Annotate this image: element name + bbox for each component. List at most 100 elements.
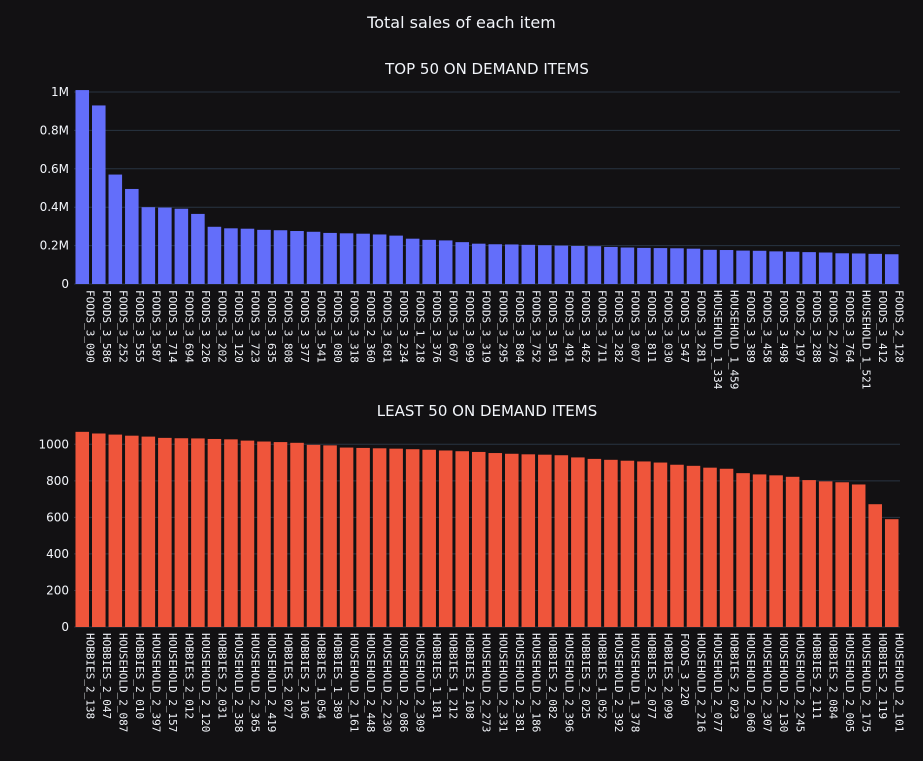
chart-0-xtick-label: HOUSEHOLD_1_521 <box>860 290 873 389</box>
chart-0-ytick-label: 0.2M <box>40 239 69 253</box>
chart-1-bar <box>405 449 420 627</box>
chart-1-xtick-label: HOBBIES_1_389 <box>331 633 344 719</box>
chart-0-xtick-label: FOODS_3_007 <box>628 290 641 363</box>
chart-1-xtick-label: HOUSEHOLD_2_060 <box>744 633 757 732</box>
chart-1-xtick-label: HOBBIES_1_181 <box>430 633 443 719</box>
chart-0-bar <box>637 247 651 284</box>
chart-0-xtick-label: FOODS_3_811 <box>645 290 658 363</box>
chart-1-xtick-label: HOBBIES_1_054 <box>315 633 328 719</box>
chart-0-bar <box>306 231 321 284</box>
chart-0-xtick-label: FOODS_3_226 <box>199 290 212 363</box>
chart-0-xtick-label: FOODS_2_360 <box>364 290 377 363</box>
chart-0-xtick-label: FOODS_3_501 <box>546 290 559 363</box>
chart-0-bar <box>323 232 337 284</box>
chart-0-bar <box>125 188 139 284</box>
chart-0-bar <box>108 174 123 284</box>
chart-1-bar <box>372 448 387 627</box>
chart-0-xtick-label: FOODS_1_218 <box>414 290 427 363</box>
chart-1-bar <box>224 439 238 627</box>
chart-1-xtick-label: HOBBIES_2_082 <box>546 633 559 719</box>
chart-1-bar <box>290 442 304 627</box>
chart-0-xtick-label: FOODS_3_587 <box>149 290 162 363</box>
chart-0-xtick-label: FOODS_3_541 <box>315 290 328 363</box>
chart-1-bar <box>769 475 783 627</box>
chart-0-xtick-label: FOODS_2_197 <box>794 290 807 363</box>
chart-0-bar <box>835 253 849 284</box>
chart-1-bar <box>868 504 882 627</box>
chart-0-bar <box>571 245 585 284</box>
chart-1-bar <box>653 462 668 627</box>
chart-1-bar <box>257 441 271 627</box>
chart-1-bar <box>207 438 222 627</box>
chart-1-bar <box>736 473 750 627</box>
chart-1-xtick-label: HOBBIES_1_052 <box>595 633 608 719</box>
chart-0-bar <box>670 248 684 284</box>
chart-1-bar <box>521 454 536 627</box>
chart-1-bar <box>356 447 370 627</box>
chart-1-bar <box>670 464 684 627</box>
chart-0-bar <box>686 248 701 284</box>
chart-1-xtick-label: HOBBIES_2_099 <box>661 633 674 719</box>
chart-0-bar <box>703 249 717 284</box>
chart-1-bar <box>587 458 602 627</box>
chart-1-xtick-label: HOBBIES_2_012 <box>182 633 195 719</box>
chart-1-bar <box>240 440 255 627</box>
chart-0-xtick-label: FOODS_3_681 <box>381 290 394 363</box>
chart-1-bar <box>306 444 321 627</box>
chart-1-bar <box>141 436 156 627</box>
chart-0-xtick-label: FOODS_3_711 <box>595 290 608 363</box>
chart-0-xtick-label: FOODS_3_412 <box>876 290 889 363</box>
chart-1-xtick-label: HOUSEHOLD_2_175 <box>860 633 873 732</box>
chart-1-bar <box>191 438 205 627</box>
chart-1-title: LEAST 50 ON DEMAND ITEMS <box>377 402 598 420</box>
chart-0-bar <box>538 245 552 284</box>
chart-1-xtick-label: HOBBIES_2_025 <box>579 633 592 719</box>
chart-0-xtick-label: FOODS_3_752 <box>529 290 542 363</box>
chart-1-bar <box>438 450 453 627</box>
chart-0-bar <box>471 243 486 284</box>
chart-1-bar <box>455 451 469 627</box>
chart-0-bar <box>802 252 816 284</box>
chart-1-bar <box>851 484 866 627</box>
chart-1-xtick-label: HOBBIES_2_047 <box>100 633 113 719</box>
chart-0-xtick-label: FOODS_3_498 <box>777 290 790 363</box>
chart-1-ytick-label: 800 <box>46 474 69 488</box>
chart-1-bar <box>884 519 899 627</box>
chart-0-xtick-label: FOODS_3_607 <box>447 290 460 363</box>
chart-0-xtick-label: FOODS_3_547 <box>678 290 691 363</box>
chart-0-xtick-label: FOODS_3_377 <box>298 290 311 363</box>
chart-1-xtick-label: HOUSEHOLD_2_396 <box>562 633 575 732</box>
chart-1-xtick-label: HOBBIES_1_212 <box>447 633 460 719</box>
chart-0-bar <box>191 213 205 284</box>
chart-1-bar <box>273 442 288 627</box>
chart-1-xtick-label: HOUSEHOLD_2_101 <box>893 633 906 732</box>
chart-0-bar <box>587 246 602 284</box>
chart-1-ytick-label: 200 <box>46 583 69 597</box>
chart-0-title: TOP 50 ON DEMAND ITEMS <box>384 60 589 78</box>
chart-0-bar <box>488 244 503 284</box>
chart-1-bar <box>75 431 90 627</box>
chart-1-bar <box>703 467 717 627</box>
chart-1-bar <box>125 435 139 627</box>
chart-0-xtick-label: FOODS_3_234 <box>397 290 410 363</box>
chart-1-xtick-label: HOUSEHOLD_2_358 <box>232 633 245 732</box>
chart-1-bar <box>604 459 618 627</box>
chart-1-bar <box>802 480 816 627</box>
chart-0-xtick-label: FOODS_3_694 <box>182 290 195 363</box>
chart-1-xtick-label: HOBBIES_2_119 <box>876 633 889 719</box>
chart-0-bar <box>339 233 354 284</box>
chart-1-xtick-label: HOUSEHOLD_2_130 <box>777 633 790 732</box>
chart-1-ytick-label: 1000 <box>38 437 69 451</box>
chart-1-bar <box>785 476 800 627</box>
chart-1-xtick-label: HOBBIES_2_138 <box>83 633 96 719</box>
chart-0-xtick-label: FOODS_3_030 <box>661 290 674 363</box>
chart-1-xtick-label: HOUSEHOLD_2_087 <box>116 633 129 732</box>
chart-0-bar <box>438 240 453 284</box>
chart-0-bar <box>405 238 420 284</box>
chart-1-bar <box>637 461 651 627</box>
chart-0-xtick-label: FOODS_3_281 <box>695 290 708 363</box>
chart-0-bar <box>752 250 767 284</box>
chart-1-bar <box>554 455 569 627</box>
chart-0-xtick-label: FOODS_3_099 <box>463 290 476 363</box>
